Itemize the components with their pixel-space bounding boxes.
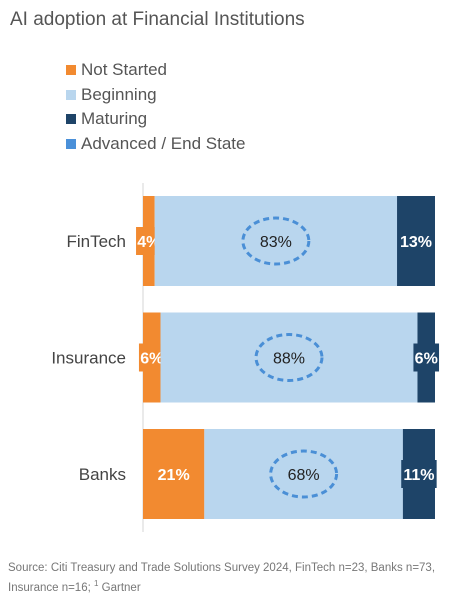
- data-label-box-banks-2: [401, 460, 437, 488]
- highlight-ellipse-banks: [269, 449, 339, 499]
- data-label-insurance-not-started: 6%: [140, 351, 163, 368]
- bar-fintech-beginning: [154, 196, 398, 286]
- source-suffix: Gartner: [101, 581, 141, 594]
- source-text: Source: Citi Treasury and Trade Solution…: [8, 562, 436, 594]
- data-label-banks-beginning: 68%: [288, 467, 320, 484]
- highlight-ellipse-insurance: [254, 333, 324, 382]
- legend-swatch-maturing: [66, 114, 76, 125]
- data-label-box-insurance-2: [413, 343, 440, 372]
- legend-label-maturing: Maturing: [81, 109, 148, 129]
- legend: Not Started Beginning Maturing Advanced …: [66, 58, 245, 156]
- data-label-fintech-beginning: 83%: [260, 234, 292, 251]
- legend-swatch-beginning: [66, 89, 76, 100]
- legend-swatch-not-started: [66, 65, 76, 76]
- legend-label-beginning: Beginning: [81, 84, 157, 104]
- category-label-fintech: FinTech: [66, 232, 126, 251]
- data-label-fintech-maturing: 13%: [400, 234, 432, 251]
- legend-item-not-started: Not Started: [66, 58, 245, 83]
- legend-item-maturing: Maturing: [66, 107, 245, 132]
- data-label-banks-maturing: 11%: [403, 467, 434, 484]
- data-label-box-banks-0: [155, 460, 192, 488]
- legend-swatch-advanced: [66, 138, 76, 149]
- data-label-banks-not-started: 21%: [158, 467, 190, 484]
- source-note: Source: Citi Treasury and Trade Solution…: [8, 560, 456, 596]
- legend-label-not-started: Not Started: [81, 60, 167, 80]
- chart-title: AI adoption at Financial Institutions: [10, 9, 305, 30]
- data-label-fintech-not-started: 4%: [137, 234, 160, 251]
- legend-item-advanced: Advanced / End State: [66, 132, 245, 157]
- legend-label-advanced: Advanced / End State: [81, 133, 246, 153]
- data-label-box-insurance-0: [138, 343, 165, 372]
- source-superscript: 1: [94, 579, 99, 588]
- stacked-bar-chart: FinTech 4% 83% 13% Insurance 6% 88% 6% Banks 21% 6…: [51, 183, 440, 532]
- data-label-box-fintech-2: [398, 227, 434, 255]
- data-label-insurance-maturing: 6%: [415, 351, 438, 368]
- bar-banks-beginning: [204, 429, 403, 519]
- legend-item-beginning: Beginning: [66, 83, 245, 108]
- highlight-ellipse-fintech: [241, 216, 311, 266]
- data-label-insurance-beginning: 88%: [273, 351, 305, 368]
- category-label-banks: Banks: [79, 465, 126, 484]
- bar-insurance-beginning: [160, 312, 418, 403]
- category-label-insurance: Insurance: [51, 349, 126, 368]
